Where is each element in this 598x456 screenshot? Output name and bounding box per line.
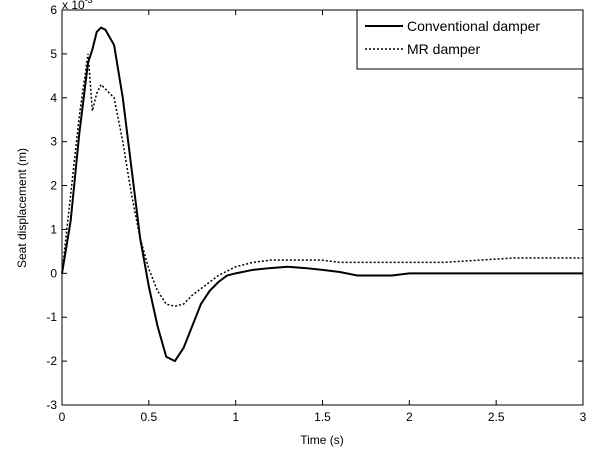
y-tick-label: 5 — [50, 47, 57, 61]
x-tick-label: 2 — [406, 410, 413, 424]
series-line — [61, 53, 583, 308]
x-tick-label: 2.5 — [488, 410, 505, 424]
x-tick-label: 0 — [59, 410, 66, 424]
legend-label: Conventional damper — [407, 18, 540, 34]
x-tick-label: 1 — [232, 410, 239, 424]
y-tick-label: 4 — [50, 91, 57, 105]
y-multiplier-exponent: -3 — [85, 0, 93, 5]
y-tick-label: 2 — [50, 179, 57, 193]
x-axis-label: Time (s) — [300, 433, 344, 447]
legend-box — [356, 9, 584, 70]
y-multiplier: x 10-3 — [62, 0, 93, 12]
y-tick-label: 1 — [50, 222, 57, 236]
y-tick-label: 0 — [50, 266, 57, 280]
y-axis-label: Seat displacement (m) — [15, 148, 29, 268]
y-tick-label: 6 — [50, 3, 57, 17]
x-tick-label: 1.5 — [314, 410, 331, 424]
y-tick-label: -1 — [46, 310, 57, 324]
x-tick-label: 0.5 — [140, 410, 157, 424]
series-line — [61, 26, 583, 363]
y-multiplier-base: x 10 — [62, 0, 85, 12]
y-tick-label: -2 — [46, 354, 57, 368]
legend-label: MR damper — [407, 41, 480, 57]
y-tick-label: -3 — [46, 398, 57, 412]
x-tick-label: 3 — [580, 410, 587, 424]
y-tick-label: 3 — [50, 135, 57, 149]
